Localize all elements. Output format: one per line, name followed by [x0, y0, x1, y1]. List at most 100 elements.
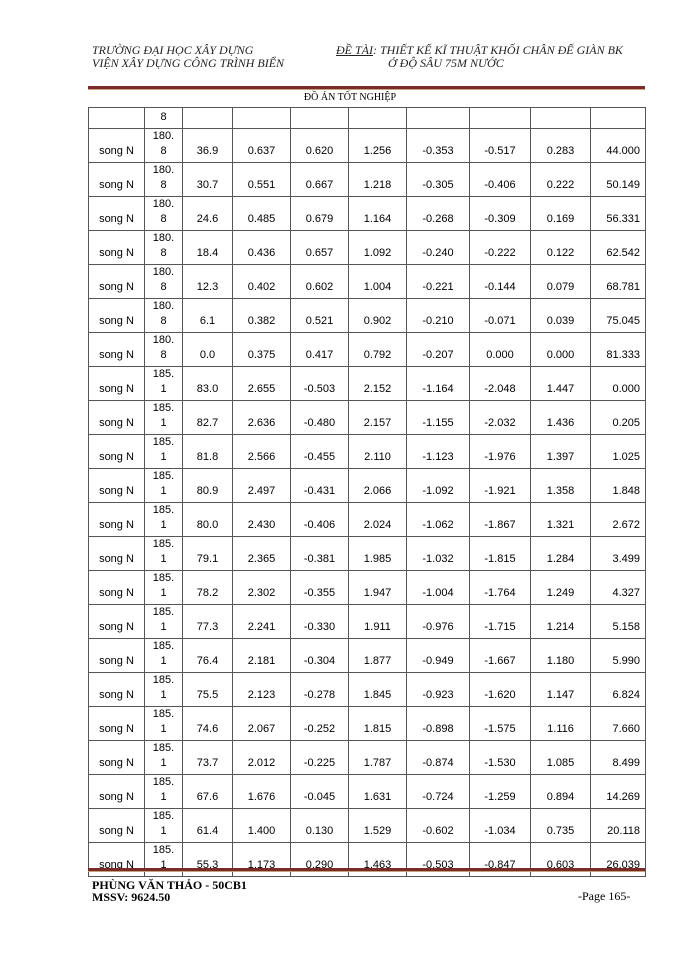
- table-row: song N 180. 8 24.6 0.485 0.679 1.164 -0.268 -0.…: [88, 196, 646, 231]
- table-row: song N 185. 1 77.3 2.241 -0.330 1.911 -0.976 -1…: [88, 604, 646, 639]
- table-cell: 83.0: [182, 366, 233, 401]
- table-cell: [232, 107, 291, 129]
- table-cell: -2.048: [469, 366, 531, 401]
- table-cell: -1.867: [469, 502, 531, 537]
- table-row: song N 185. 1 74.6 2.067 -0.252 1.815 -0.898 -1…: [88, 706, 646, 741]
- table-cell: song N: [88, 604, 145, 639]
- table-cell: 0.205: [590, 400, 646, 435]
- table-cell: -0.045: [290, 774, 349, 809]
- table-cell: 185. 1: [144, 366, 183, 401]
- table-cell: 76.4: [182, 638, 233, 673]
- table-cell: 14.269: [590, 774, 646, 809]
- table-cell: 1.815: [348, 706, 407, 741]
- table-cell: 0.620: [290, 128, 349, 163]
- table-cell: 7.660: [590, 706, 646, 741]
- table-cell: 0.000: [530, 332, 591, 367]
- table-cell: 0.637: [232, 128, 291, 163]
- table-cell: 1.529: [348, 808, 407, 843]
- table-cell: song N: [88, 536, 145, 571]
- table-cell: 2.012: [232, 740, 291, 775]
- table-cell: song N: [88, 128, 145, 163]
- table-cell: -0.207: [406, 332, 470, 367]
- table-cell: 2.241: [232, 604, 291, 639]
- table-cell: 81.8: [182, 434, 233, 469]
- table-cell: 0.894: [530, 774, 591, 809]
- table-cell: song N: [88, 740, 145, 775]
- table-cell: -0.222: [469, 230, 531, 265]
- table-cell: 180. 8: [144, 196, 183, 231]
- table-cell: 30.7: [182, 162, 233, 197]
- page-number: -Page 165-: [578, 889, 631, 903]
- table-cell: 1.985: [348, 536, 407, 571]
- table-cell: 0.679: [290, 196, 349, 231]
- table-cell: song N: [88, 400, 145, 435]
- table-cell: -1.155: [406, 400, 470, 435]
- table-row: song N 185. 1 83.0 2.655 -0.503 2.152 -1.164 -2…: [88, 366, 646, 401]
- table-cell: 24.6: [182, 196, 233, 231]
- table-cell: 185. 1: [144, 672, 183, 707]
- table-cell: 2.302: [232, 570, 291, 605]
- table-cell: 0.122: [530, 230, 591, 265]
- table-row: song N 180. 8 30.7 0.551 0.667 1.218 -0.305 -0.…: [88, 162, 646, 197]
- table-cell: -0.503: [290, 366, 349, 401]
- table-cell: -0.210: [406, 298, 470, 333]
- table-cell: -0.431: [290, 468, 349, 503]
- table-cell: song N: [88, 570, 145, 605]
- table-cell: 1.911: [348, 604, 407, 639]
- table-cell: song N: [88, 230, 145, 265]
- table-row: song N 185. 1 82.7 2.636 -0.480 2.157 -1.155 -2…: [88, 400, 646, 435]
- table-cell: -1.976: [469, 434, 531, 469]
- table-cell: [406, 107, 470, 129]
- table-cell: 2.152: [348, 366, 407, 401]
- table-cell: -0.724: [406, 774, 470, 809]
- table-cell: 185. 1: [144, 400, 183, 435]
- table-cell: 185. 1: [144, 536, 183, 571]
- table-cell: 2.181: [232, 638, 291, 673]
- table-cell: 0.039: [530, 298, 591, 333]
- table-cell: 20.118: [590, 808, 646, 843]
- table-cell: 0.079: [530, 264, 591, 299]
- table-cell: 2.497: [232, 468, 291, 503]
- school-header: TRƯỜNG ĐẠI HỌC XÂY DỰNG VIỆN XÂY DỰNG CÔ…: [92, 44, 284, 70]
- table-cell: 0.735: [530, 808, 591, 843]
- table-cell: -0.406: [290, 502, 349, 537]
- table-cell: 1.284: [530, 536, 591, 571]
- table-cell: 1.025: [590, 434, 646, 469]
- table-cell: 2.672: [590, 502, 646, 537]
- table-cell: 62.542: [590, 230, 646, 265]
- table-cell: 6.1: [182, 298, 233, 333]
- table-cell: 56.331: [590, 196, 646, 231]
- table-cell: 5.990: [590, 638, 646, 673]
- table-cell: -1.034: [469, 808, 531, 843]
- table-cell: 6.824: [590, 672, 646, 707]
- table-cell: 185. 1: [144, 468, 183, 503]
- table-cell: -0.225: [290, 740, 349, 775]
- table-cell: 185. 1: [144, 808, 183, 843]
- table-cell: 74.6: [182, 706, 233, 741]
- table-row: song N 185. 1 73.7 2.012 -0.225 1.787 -0.874 -1…: [88, 740, 646, 775]
- table-cell: -1.004: [406, 570, 470, 605]
- table-cell: 2.123: [232, 672, 291, 707]
- table-cell: -1.921: [469, 468, 531, 503]
- table-cell: 0.551: [232, 162, 291, 197]
- table-cell: -0.330: [290, 604, 349, 639]
- table-cell: 1.116: [530, 706, 591, 741]
- table-cell: -1.764: [469, 570, 531, 605]
- table-cell: 80.0: [182, 502, 233, 537]
- table-cell: 1.085: [530, 740, 591, 775]
- topic-header: ĐỀ TÀI: THIẾT KẾ KĨ THUẬT KHỐI CHÂN ĐẾ G…: [336, 44, 623, 70]
- table-cell: 2.024: [348, 502, 407, 537]
- table-cell: song N: [88, 366, 145, 401]
- table-cell: 2.067: [232, 706, 291, 741]
- table-cell: 0.792: [348, 332, 407, 367]
- table-cell: song N: [88, 434, 145, 469]
- table-row: song N 185. 1 80.0 2.430 -0.406 2.024 -1.062 -1…: [88, 502, 646, 537]
- table-row: song N 185. 1 78.2 2.302 -0.355 1.947 -1.004 -1…: [88, 570, 646, 605]
- table-row: song N 180. 8 36.9 0.637 0.620 1.256 -0.353 -0.…: [88, 128, 646, 163]
- table-cell: 1.164: [348, 196, 407, 231]
- table-cell: 0.485: [232, 196, 291, 231]
- table-cell: 180. 8: [144, 230, 183, 265]
- table-cell: 0.222: [530, 162, 591, 197]
- topic-title: : THIẾT KẾ KĨ THUẬT KHỐI CHÂN ĐẾ GIÀN BK: [373, 43, 623, 57]
- table-cell: -0.304: [290, 638, 349, 673]
